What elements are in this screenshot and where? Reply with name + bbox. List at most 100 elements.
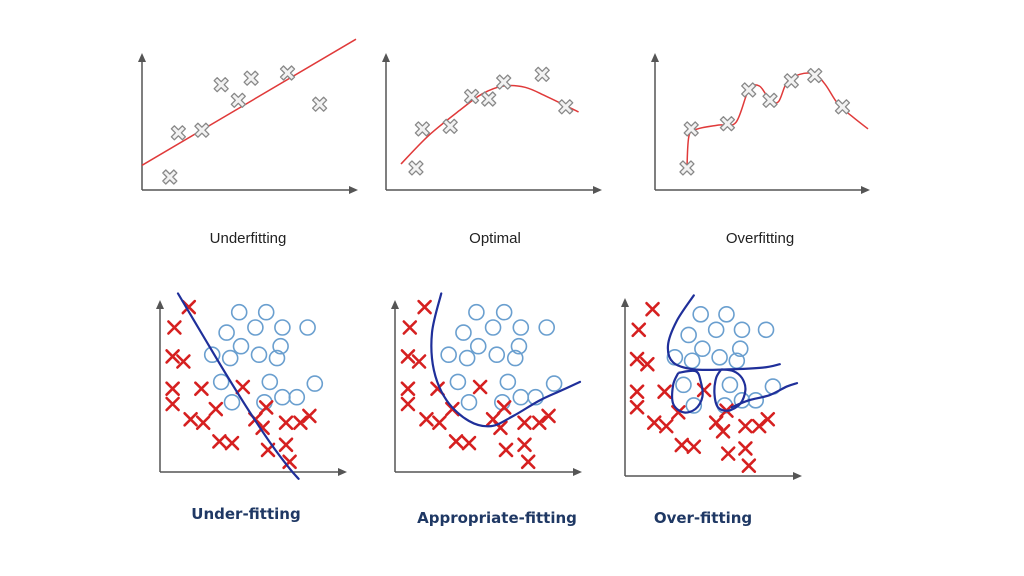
regression-x-axis-arrow bbox=[593, 186, 602, 194]
data-point-marker bbox=[679, 160, 695, 176]
class-x-marker bbox=[432, 415, 447, 430]
class-x-marker bbox=[176, 354, 191, 369]
class-o-marker bbox=[495, 303, 513, 321]
classification-x-axis-arrow bbox=[338, 468, 347, 476]
class-o-marker bbox=[460, 393, 478, 411]
regression-panel-optimal bbox=[382, 53, 602, 194]
class-x-marker bbox=[671, 405, 686, 420]
class-x-marker bbox=[278, 437, 294, 453]
class-o-marker bbox=[223, 393, 241, 411]
data-point-marker bbox=[834, 99, 851, 115]
class-x-marker bbox=[165, 349, 180, 364]
data-point-marker bbox=[162, 169, 178, 185]
class-o-marker bbox=[221, 349, 239, 367]
class-o-marker bbox=[257, 303, 275, 321]
caption-under-fitting: Under-fitting bbox=[191, 505, 300, 523]
class-o-marker bbox=[230, 303, 248, 321]
class-o-marker bbox=[510, 337, 528, 355]
class-o-marker bbox=[247, 319, 264, 336]
class-o-marker bbox=[274, 319, 291, 336]
class-x-marker bbox=[629, 399, 645, 415]
class-o-marker bbox=[733, 321, 751, 339]
data-point-marker bbox=[683, 121, 699, 137]
data-point-marker bbox=[230, 92, 246, 108]
class-o-marker bbox=[484, 319, 502, 336]
caption-optimal: Optimal bbox=[469, 230, 521, 247]
class-o-marker bbox=[218, 324, 235, 341]
class-o-marker bbox=[232, 337, 250, 355]
class-o-marker bbox=[685, 397, 703, 414]
class-o-marker bbox=[272, 337, 289, 355]
class-o-marker bbox=[455, 324, 472, 341]
class-x-marker bbox=[532, 415, 547, 430]
class-o-marker bbox=[261, 373, 279, 391]
class-x-marker bbox=[738, 441, 753, 456]
data-point-marker bbox=[311, 96, 328, 112]
class-o-marker bbox=[250, 346, 268, 364]
class-x-marker bbox=[498, 442, 514, 458]
class-o-marker bbox=[512, 388, 530, 406]
class-o-marker bbox=[458, 349, 476, 367]
data-point-marker bbox=[741, 82, 757, 98]
classification-x-axis-arrow bbox=[793, 472, 802, 480]
class-x-marker bbox=[402, 320, 418, 335]
classification-x-axis-arrow bbox=[573, 468, 582, 476]
classification-panel-2 bbox=[391, 292, 582, 476]
class-o-marker bbox=[268, 349, 286, 367]
fit-curve bbox=[400, 84, 579, 165]
fit-curve bbox=[686, 72, 869, 168]
data-point-marker bbox=[414, 121, 431, 137]
class-x-marker bbox=[741, 458, 757, 473]
class-o-marker bbox=[538, 319, 556, 336]
class-x-marker bbox=[738, 418, 753, 434]
class-x-marker bbox=[760, 411, 776, 427]
class-o-marker bbox=[718, 306, 735, 323]
classification-y-axis-arrow bbox=[156, 300, 164, 309]
class-x-marker bbox=[720, 446, 736, 461]
regression-panel-underfitting bbox=[138, 38, 358, 194]
class-x-marker bbox=[400, 396, 416, 412]
class-x-marker bbox=[224, 435, 240, 451]
class-x-marker bbox=[400, 349, 416, 364]
caption-underfitting: Underfitting bbox=[210, 230, 287, 247]
class-x-marker bbox=[674, 437, 690, 453]
regression-y-axis-arrow bbox=[651, 53, 659, 62]
decision-boundary bbox=[430, 292, 582, 428]
class-x-marker bbox=[520, 454, 536, 470]
class-x-marker bbox=[658, 418, 674, 434]
class-x-marker bbox=[419, 412, 434, 427]
classification-y-axis-arrow bbox=[391, 300, 399, 309]
class-x-marker bbox=[715, 423, 731, 439]
class-x-marker bbox=[282, 454, 297, 470]
class-x-marker bbox=[517, 437, 532, 453]
classification-panel-3 bbox=[621, 294, 802, 480]
class-o-marker bbox=[545, 375, 563, 392]
class-x-marker bbox=[165, 396, 180, 412]
regression-row bbox=[138, 38, 870, 194]
class-o-marker bbox=[440, 346, 457, 364]
decision-boundary-tail bbox=[730, 382, 799, 409]
class-x-marker bbox=[640, 356, 655, 372]
class-o-marker bbox=[731, 340, 749, 358]
data-point-marker bbox=[213, 77, 229, 93]
class-o-marker bbox=[506, 349, 524, 367]
class-o-marker bbox=[306, 375, 324, 392]
class-x-marker bbox=[195, 415, 211, 430]
class-o-marker bbox=[469, 337, 487, 355]
data-point-marker bbox=[442, 118, 458, 134]
data-point-marker bbox=[496, 74, 512, 90]
class-x-marker bbox=[167, 320, 182, 335]
class-x-marker bbox=[696, 382, 712, 398]
class-o-marker bbox=[203, 346, 221, 364]
class-o-marker bbox=[527, 388, 544, 406]
class-x-marker bbox=[417, 299, 432, 315]
class-o-marker bbox=[683, 352, 701, 370]
class-x-marker bbox=[461, 435, 477, 451]
decision-boundary-loop bbox=[713, 368, 747, 412]
class-x-marker bbox=[293, 415, 308, 430]
class-o-marker bbox=[721, 376, 739, 394]
data-point-marker bbox=[558, 99, 574, 115]
class-o-marker bbox=[707, 321, 725, 339]
class-x-marker bbox=[541, 408, 556, 424]
